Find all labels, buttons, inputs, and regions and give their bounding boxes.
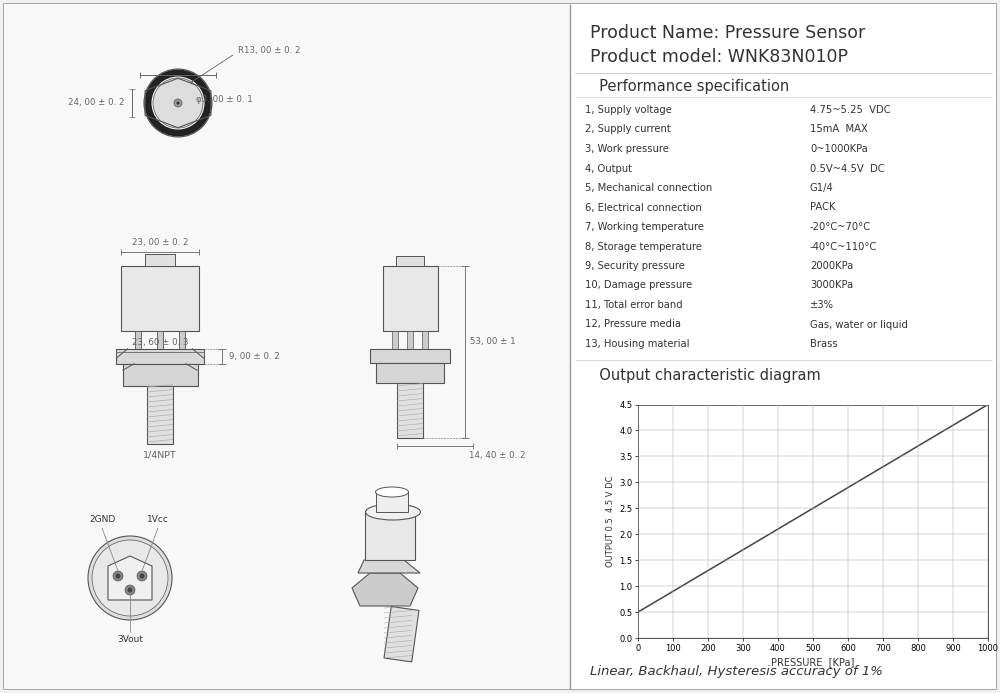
Text: Linear, Backhaul, Hysteresis accuracy of 1%: Linear, Backhaul, Hysteresis accuracy of… xyxy=(590,665,883,678)
Bar xyxy=(407,331,413,349)
Bar xyxy=(384,606,419,662)
Circle shape xyxy=(116,574,120,579)
Bar xyxy=(157,331,163,349)
Text: R13, 00 ± 0. 2: R13, 00 ± 0. 2 xyxy=(238,46,300,55)
Text: Brass: Brass xyxy=(810,339,838,349)
X-axis label: PRESSURE  [KPa]: PRESSURE [KPa] xyxy=(771,657,855,667)
Text: 11, Total error band: 11, Total error band xyxy=(585,300,683,310)
Y-axis label: OUTPUT 0.5  4.5 V DC: OUTPUT 0.5 4.5 V DC xyxy=(606,475,615,567)
Text: 1Vcc: 1Vcc xyxy=(147,516,169,525)
Text: 13, Housing material: 13, Housing material xyxy=(585,339,690,349)
Text: 23, 00 ± 0. 2: 23, 00 ± 0. 2 xyxy=(132,238,188,247)
Ellipse shape xyxy=(376,487,409,497)
Text: Performance specification: Performance specification xyxy=(590,80,789,94)
Bar xyxy=(365,512,415,560)
Bar xyxy=(570,4,996,689)
Bar xyxy=(147,385,173,444)
Ellipse shape xyxy=(366,504,420,520)
Bar xyxy=(382,265,438,331)
Text: 8, Storage temperature: 8, Storage temperature xyxy=(585,241,702,252)
Text: 4.75~5.25  VDC: 4.75~5.25 VDC xyxy=(810,105,891,115)
Text: 3000KPa: 3000KPa xyxy=(810,281,853,290)
Text: 3Vout: 3Vout xyxy=(117,635,143,644)
Bar xyxy=(397,383,423,437)
Bar xyxy=(145,254,175,265)
Text: 9, 00 ± 0. 2: 9, 00 ± 0. 2 xyxy=(229,351,279,360)
Bar xyxy=(392,331,398,349)
Text: 24, 00 ± 0. 2: 24, 00 ± 0. 2 xyxy=(68,98,125,107)
Text: 15mA  MAX: 15mA MAX xyxy=(810,125,868,134)
Text: 0.5V~4.5V  DC: 0.5V~4.5V DC xyxy=(810,164,885,173)
Text: -20°C~70°C: -20°C~70°C xyxy=(810,222,871,232)
Circle shape xyxy=(140,574,144,579)
Bar xyxy=(122,364,198,385)
Polygon shape xyxy=(108,556,152,600)
Polygon shape xyxy=(358,560,420,573)
Circle shape xyxy=(128,588,132,593)
Text: 1/4NPT: 1/4NPT xyxy=(143,451,177,460)
Bar xyxy=(4,4,570,689)
Text: 9, Security pressure: 9, Security pressure xyxy=(585,261,685,271)
Text: -40°C~110°C: -40°C~110°C xyxy=(810,241,877,252)
Circle shape xyxy=(113,571,123,581)
Text: 4, Output: 4, Output xyxy=(585,164,632,173)
Polygon shape xyxy=(352,573,418,606)
Circle shape xyxy=(88,536,172,620)
Text: 2GND: 2GND xyxy=(89,516,115,525)
Text: G1/4: G1/4 xyxy=(810,183,834,193)
Text: φ3. 00 ± 0. 1: φ3. 00 ± 0. 1 xyxy=(196,96,253,105)
Text: Product Name: Pressure Sensor: Product Name: Pressure Sensor xyxy=(590,24,865,42)
Text: 3, Work pressure: 3, Work pressure xyxy=(585,144,669,154)
Text: 2, Supply current: 2, Supply current xyxy=(585,125,671,134)
Bar xyxy=(422,331,428,349)
Text: Output characteristic diagram: Output characteristic diagram xyxy=(590,368,821,383)
Circle shape xyxy=(153,78,203,128)
Bar xyxy=(116,349,204,364)
Text: 6, Electrical connection: 6, Electrical connection xyxy=(585,202,702,213)
Bar xyxy=(396,256,424,265)
Bar xyxy=(179,331,185,349)
Bar xyxy=(376,362,444,383)
Text: 12, Pressure media: 12, Pressure media xyxy=(585,319,681,329)
Text: ±3%: ±3% xyxy=(810,300,834,310)
Text: 7, Working temperature: 7, Working temperature xyxy=(585,222,704,232)
Text: PACK: PACK xyxy=(810,202,836,213)
Text: 10, Damage pressure: 10, Damage pressure xyxy=(585,281,692,290)
Circle shape xyxy=(92,540,168,616)
Circle shape xyxy=(125,585,135,595)
Text: Gas, water or liquid: Gas, water or liquid xyxy=(810,319,908,329)
Circle shape xyxy=(137,571,147,581)
Circle shape xyxy=(174,99,182,107)
Text: Product model: WNK83N010P: Product model: WNK83N010P xyxy=(590,48,848,66)
Circle shape xyxy=(176,101,180,105)
Text: 14, 40 ± 0. 2: 14, 40 ± 0. 2 xyxy=(469,451,525,460)
Text: 23, 60 ± 0. 3: 23, 60 ± 0. 3 xyxy=(132,338,188,347)
Text: 1, Supply voltage: 1, Supply voltage xyxy=(585,105,672,115)
Bar xyxy=(135,331,141,349)
Text: 5, Mechanical connection: 5, Mechanical connection xyxy=(585,183,712,193)
Bar xyxy=(376,492,408,512)
Text: 53, 00 ± 1: 53, 00 ± 1 xyxy=(470,337,516,346)
Bar xyxy=(370,349,450,362)
Text: 2000KPa: 2000KPa xyxy=(810,261,853,271)
Text: 0~1000KPa: 0~1000KPa xyxy=(810,144,868,154)
Bar xyxy=(121,265,199,331)
